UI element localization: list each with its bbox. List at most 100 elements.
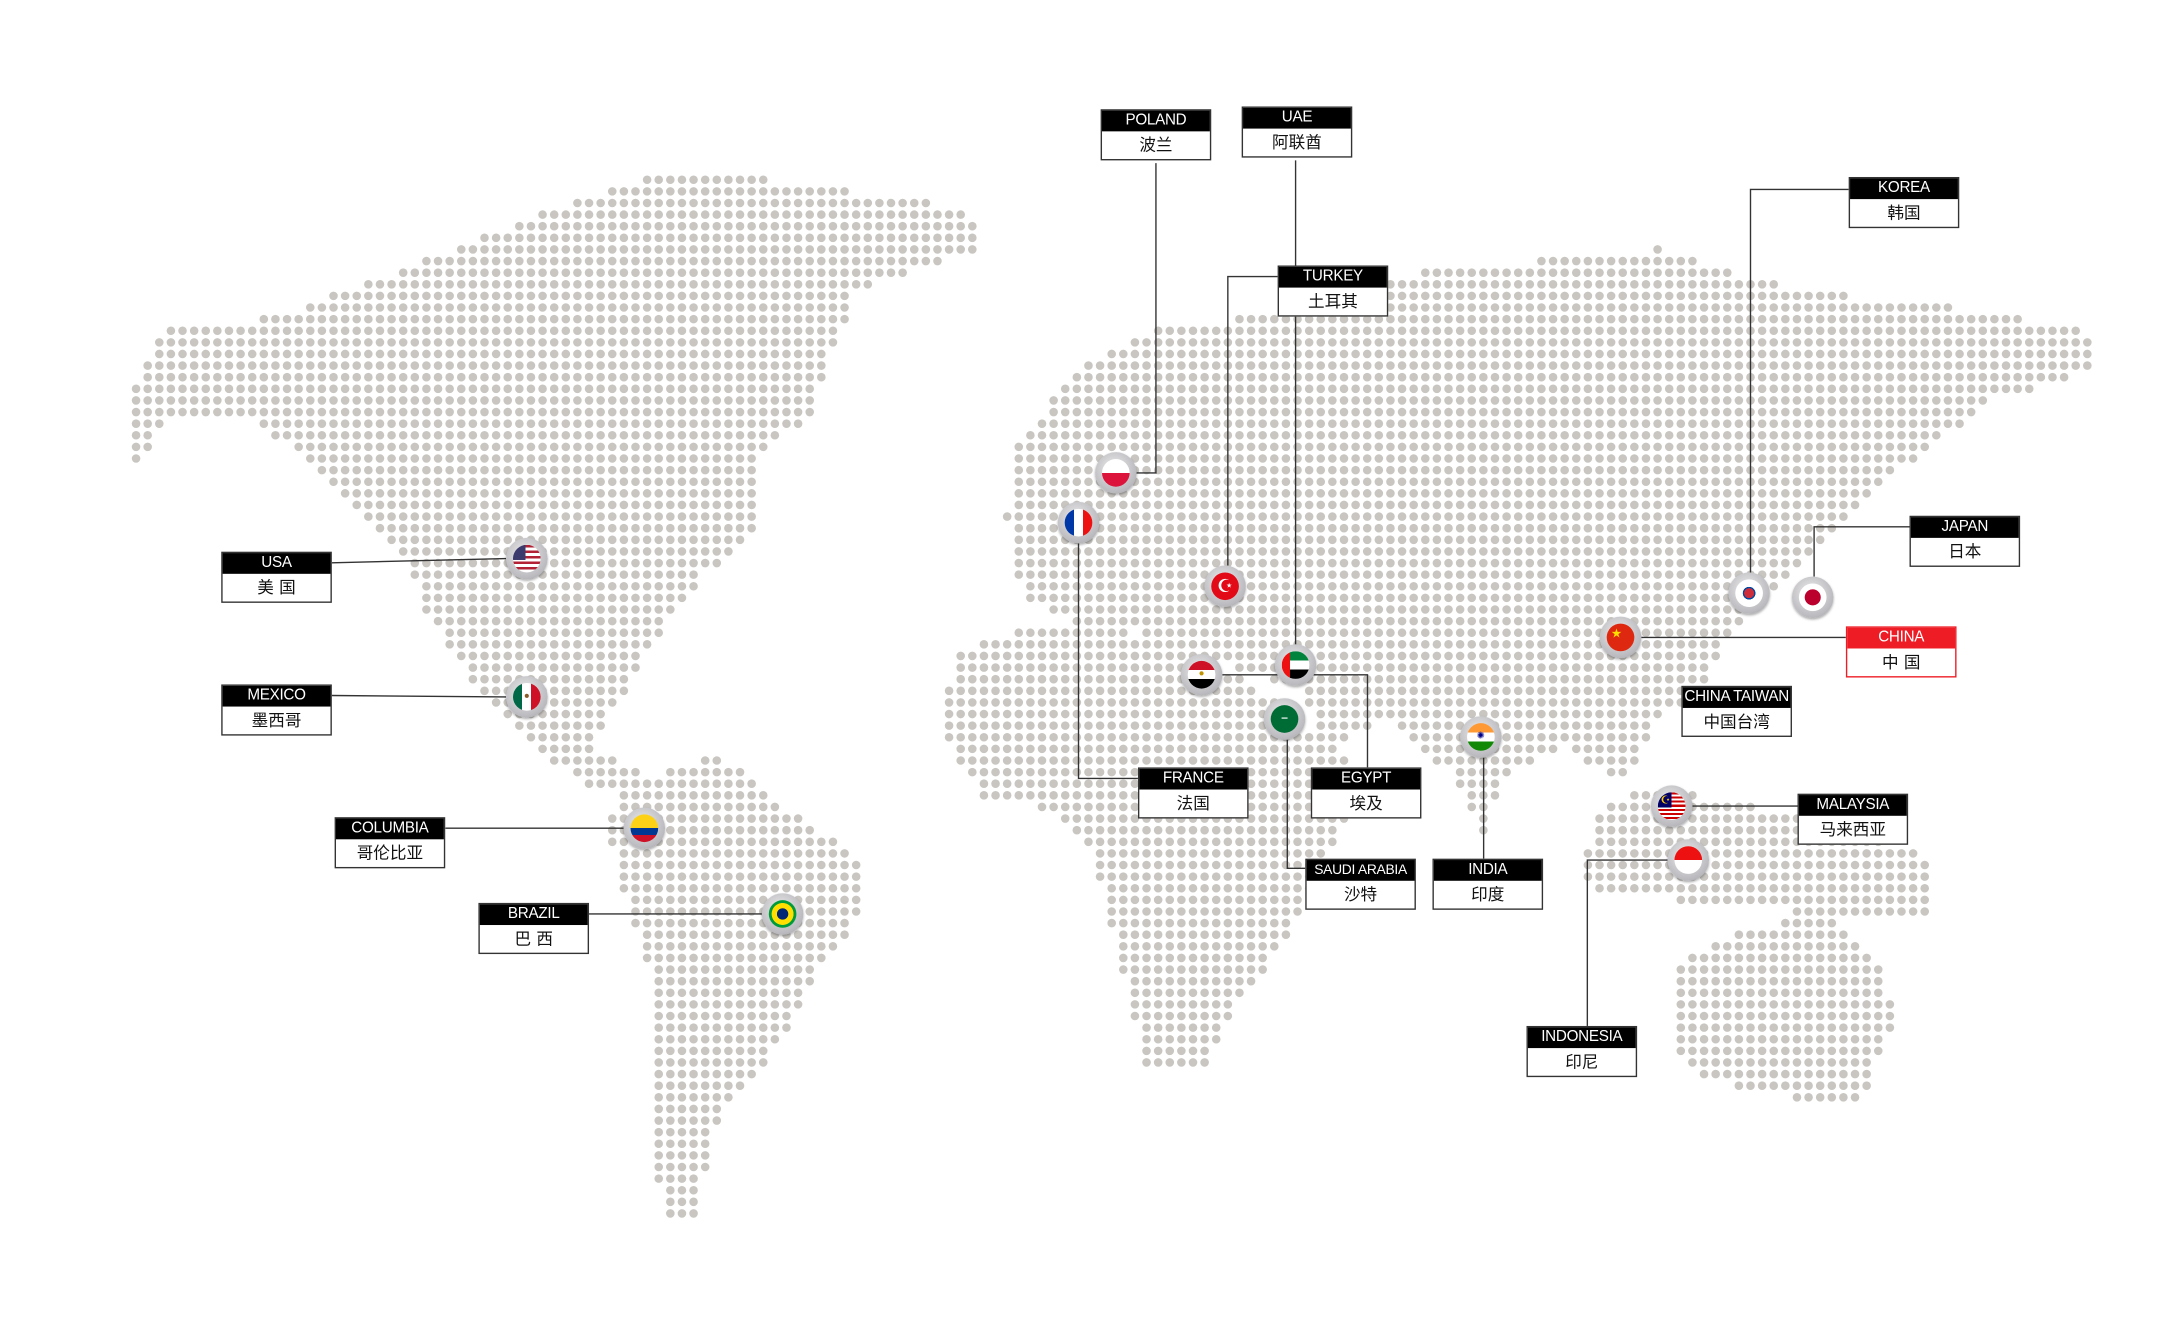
- map-dot: [1316, 709, 1326, 719]
- map-dot: [398, 361, 408, 370]
- map-dot: [480, 454, 489, 463]
- map-dot: [735, 419, 745, 428]
- map-dot: [468, 616, 478, 626]
- map-dot: [1200, 407, 1209, 417]
- map-dot: [1026, 477, 1035, 487]
- map-dot: [480, 326, 489, 336]
- map-dot: [1304, 338, 1314, 347]
- map-dot: [1699, 419, 1709, 428]
- map-dot: [1571, 593, 1581, 603]
- map-dot: [642, 396, 652, 405]
- map-dot: [817, 256, 826, 266]
- map-dot: [456, 605, 466, 614]
- map-dot: [1304, 523, 1314, 533]
- map-dot: [1455, 640, 1465, 649]
- map-dot: [747, 384, 756, 394]
- map-dot: [1850, 326, 1860, 336]
- map-dot: [1641, 500, 1651, 510]
- map-dot: [1920, 442, 1930, 452]
- map-dot: [1060, 663, 1070, 672]
- map-dot: [631, 640, 640, 649]
- map-dot: [1281, 570, 1291, 579]
- map-dot: [1397, 500, 1407, 510]
- map-dot: [1142, 721, 1151, 730]
- map-dot: [1537, 338, 1546, 347]
- map-dot: [1688, 454, 1697, 463]
- map-dot: [654, 802, 664, 812]
- map-dot: [1513, 581, 1523, 591]
- map-dot: [1421, 570, 1430, 579]
- map-dot: [1560, 605, 1569, 614]
- map-dot: [1142, 698, 1151, 707]
- map-dot: [1328, 709, 1337, 719]
- map-dot: [1711, 628, 1720, 638]
- map-dot: [375, 338, 385, 347]
- map-dot: [1862, 384, 1871, 394]
- map-dot: [654, 570, 664, 579]
- map-dot: [1281, 396, 1291, 405]
- map-dot: [1153, 361, 1163, 370]
- map-dot: [398, 477, 408, 487]
- map-dot: [1595, 756, 1604, 765]
- map-dot: [1897, 430, 1906, 440]
- map-dot: [584, 442, 594, 452]
- map-dot: [1049, 779, 1058, 789]
- map-dot: [654, 187, 664, 196]
- map-dot: [607, 616, 617, 626]
- map-dot: [1211, 698, 1221, 707]
- map-dot: [607, 558, 617, 568]
- map-dot: [526, 605, 536, 614]
- map-dot: [1537, 372, 1546, 382]
- map-dot: [526, 651, 536, 661]
- map-dot: [1409, 384, 1418, 394]
- map-dot: [1804, 547, 1813, 556]
- map-dot: [642, 210, 652, 219]
- map-dot: [1548, 686, 1558, 696]
- map-dot: [700, 279, 710, 289]
- map-dot: [642, 570, 652, 579]
- map-dot: [1537, 570, 1546, 579]
- map-dot: [782, 314, 791, 324]
- map-dot: [596, 349, 605, 359]
- map-dot: [1548, 442, 1558, 452]
- map-dot: [1699, 825, 1709, 835]
- map-dot: [758, 396, 768, 405]
- map-dot: [1699, 651, 1709, 661]
- map-dot: [1316, 535, 1326, 545]
- map-dot: [1548, 291, 1558, 301]
- map-dot: [1502, 547, 1511, 556]
- map-dot: [1421, 279, 1430, 289]
- map-dot: [1235, 825, 1244, 835]
- map-dot: [1095, 814, 1105, 823]
- map-dot: [515, 581, 524, 591]
- map-dot: [1362, 570, 1372, 579]
- map-dot: [1839, 489, 1848, 498]
- map-dot: [1920, 338, 1930, 347]
- map-dot: [456, 489, 466, 498]
- map-dot: [1351, 489, 1360, 498]
- map-dot: [1270, 825, 1279, 835]
- map-dot: [503, 500, 513, 510]
- map-dot: [1792, 442, 1802, 452]
- map-dot: [1560, 651, 1569, 661]
- map-dot: [700, 535, 710, 545]
- map-dot: [549, 674, 559, 684]
- map-dot: [1246, 837, 1256, 847]
- map-dot: [1281, 338, 1291, 347]
- map-dot: [1664, 419, 1674, 428]
- map-dot: [456, 465, 466, 475]
- map-dot: [1479, 268, 1488, 277]
- map-dot: [1258, 500, 1267, 510]
- map-dot: [666, 837, 675, 847]
- map-dot: [422, 465, 431, 475]
- map-dot: [1688, 628, 1697, 638]
- map-dot: [538, 593, 547, 603]
- map-dot: [735, 802, 745, 812]
- map-dot: [340, 396, 350, 405]
- map-dot: [817, 245, 826, 254]
- map-dot: [1583, 605, 1593, 614]
- map-dot: [503, 303, 513, 312]
- map-dot: [1200, 535, 1209, 545]
- map-dot: [549, 616, 559, 626]
- map-dot: [1130, 674, 1140, 684]
